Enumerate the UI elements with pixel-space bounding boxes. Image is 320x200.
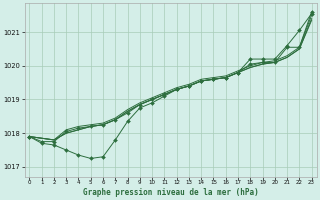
X-axis label: Graphe pression niveau de la mer (hPa): Graphe pression niveau de la mer (hPa): [83, 188, 258, 197]
